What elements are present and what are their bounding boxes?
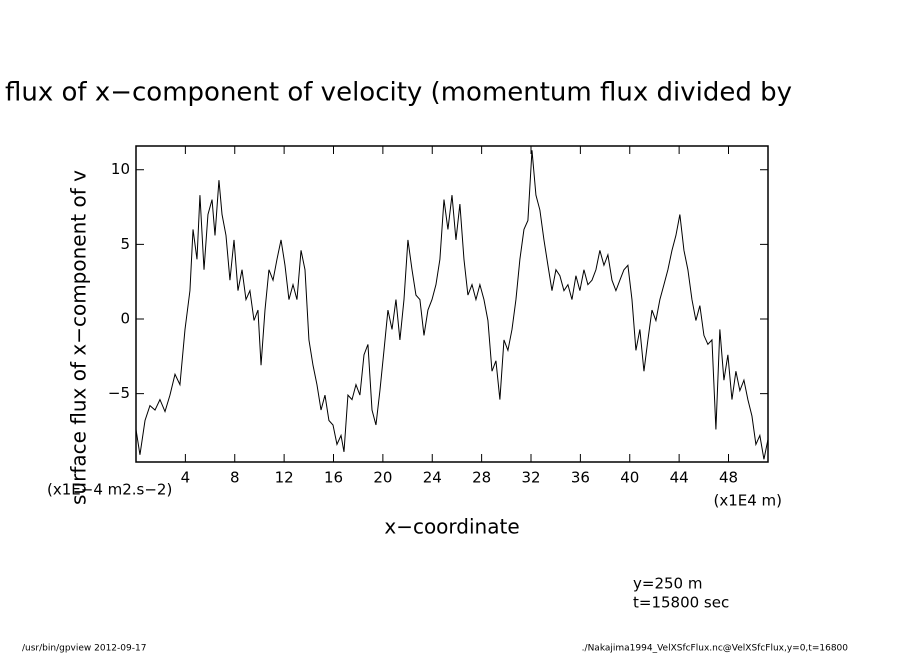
x-tick-label: 4 — [181, 469, 191, 487]
x-tick-label: 24 — [423, 469, 442, 487]
x-tick-label: 40 — [620, 469, 639, 487]
y-axis-label: surface flux of x−component of v — [67, 170, 91, 505]
annotation: y=250 m — [633, 575, 702, 593]
x-tick-label: 28 — [472, 469, 491, 487]
plot-frame — [135, 145, 769, 463]
x-tick-label: 20 — [373, 469, 392, 487]
footer: /usr/bin/gpview 2012-09-17 — [22, 644, 146, 654]
y-tick-label: −5 — [108, 384, 130, 402]
footer: ./Nakajima1994_VelXSfcFlux.nc@VelXSfcFlu… — [582, 644, 849, 654]
data-line — [135, 150, 769, 460]
y-tick-label: 0 — [120, 310, 130, 328]
x-tick-label: 44 — [670, 469, 689, 487]
y-tick-label: 5 — [120, 235, 130, 253]
x-tick-label: 16 — [324, 469, 343, 487]
x-tick-label: 36 — [571, 469, 590, 487]
chart-title: flux of x−component of velocity (momentu… — [5, 78, 792, 108]
x-axis-label: x−coordinate — [384, 515, 519, 539]
x-units: (x1E4 m) — [713, 492, 782, 510]
x-tick-label: 48 — [719, 469, 738, 487]
annotation: t=15800 sec — [633, 594, 729, 612]
x-tick-label: 8 — [230, 469, 240, 487]
x-tick-label: 12 — [275, 469, 294, 487]
x-tick-label: 32 — [521, 469, 540, 487]
y-tick-label: 10 — [111, 160, 130, 178]
y-units: (x1E−4 m2.s−2) — [47, 481, 172, 499]
